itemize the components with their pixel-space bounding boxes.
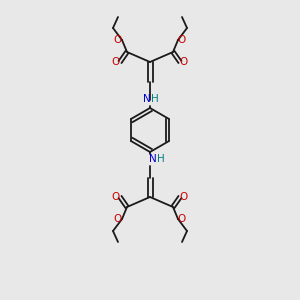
- Text: O: O: [114, 214, 122, 224]
- Text: O: O: [114, 35, 122, 45]
- Text: N: N: [143, 94, 151, 104]
- Text: O: O: [178, 35, 186, 45]
- Text: H: H: [151, 94, 159, 104]
- Text: N: N: [149, 154, 157, 164]
- Text: O: O: [112, 57, 120, 67]
- Text: H: H: [157, 154, 165, 164]
- Text: O: O: [180, 192, 188, 202]
- Text: O: O: [178, 214, 186, 224]
- Text: O: O: [112, 192, 120, 202]
- Text: O: O: [180, 57, 188, 67]
